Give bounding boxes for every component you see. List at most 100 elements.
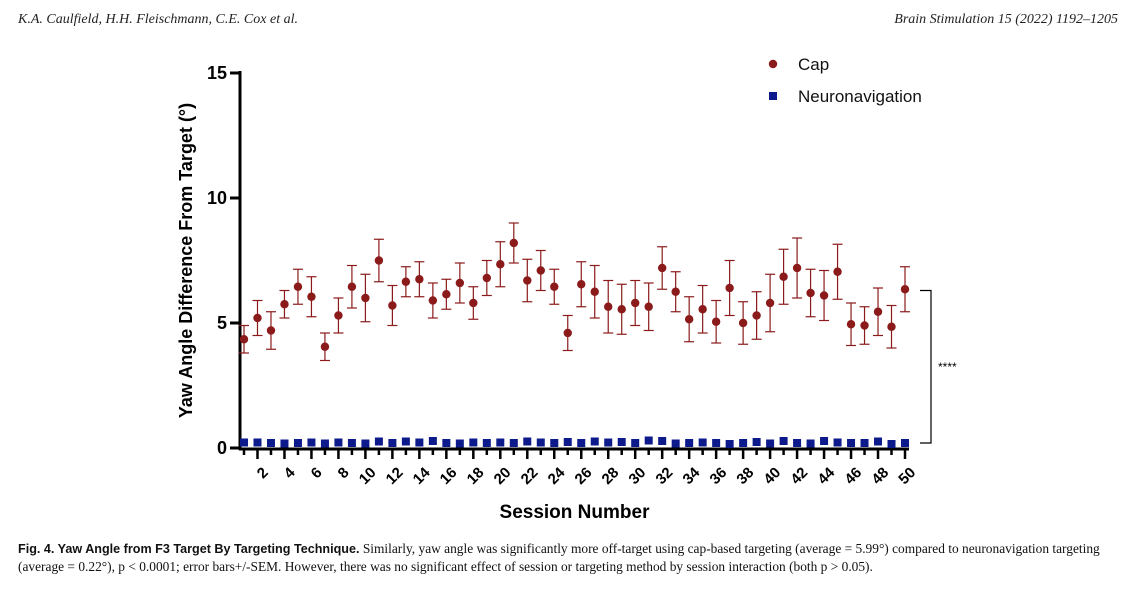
data-point-cap — [563, 328, 572, 338]
data-point-neuronavigation — [496, 438, 505, 447]
data-point-cap — [806, 288, 815, 298]
data-point-neuronavigation — [536, 438, 545, 447]
x-tick-label: 24 — [545, 464, 569, 488]
data-point-cap — [833, 267, 842, 276]
data-point-neuronavigation — [293, 439, 302, 447]
data-point-cap — [334, 311, 343, 320]
x-tick-label: 32 — [653, 464, 677, 488]
data-point-neuronavigation — [266, 439, 275, 447]
x-tick-label: 28 — [599, 464, 623, 488]
data-point-cap — [280, 300, 289, 309]
y-tick-label: 15 — [207, 63, 227, 83]
figure-caption-label: Fig. 4. Yaw Angle from F3 Target By Targ… — [18, 542, 360, 556]
data-point-neuronavigation — [320, 439, 329, 448]
x-tick-label: 8 — [335, 464, 353, 482]
data-point-cap — [320, 342, 330, 351]
data-point-neuronavigation — [793, 439, 802, 447]
data-point-cap — [455, 278, 465, 288]
data-point-neuronavigation — [442, 439, 451, 447]
data-point-cap — [698, 305, 707, 314]
data-point-neuronavigation — [253, 438, 262, 447]
x-tick-label: 2 — [254, 464, 272, 482]
data-point-cap — [469, 298, 478, 308]
data-point-cap — [900, 285, 910, 294]
data-point-cap — [347, 282, 357, 291]
x-tick-label: 18 — [464, 464, 488, 488]
data-point-neuronavigation — [334, 438, 343, 447]
data-point-neuronavigation — [658, 437, 667, 445]
data-point-cap — [307, 292, 316, 301]
data-point-neuronavigation — [240, 438, 248, 447]
data-point-neuronavigation — [482, 439, 491, 447]
y-axis-title: Yaw Angle Difference From Target (°) — [176, 103, 196, 418]
data-point-cap — [590, 287, 599, 296]
data-point-cap — [536, 266, 545, 275]
data-point-cap — [496, 260, 505, 269]
data-point-cap — [482, 273, 492, 283]
data-point-cap — [738, 318, 748, 328]
data-point-neuronavigation — [617, 438, 626, 446]
legend-marker-neuronavigation — [769, 92, 777, 100]
data-point-cap — [631, 298, 640, 308]
data-point-neuronavigation — [455, 439, 464, 448]
significance-label: **** — [938, 360, 957, 374]
data-point-neuronavigation — [361, 439, 370, 448]
data-point-neuronavigation — [766, 439, 775, 448]
legend-marker-cap — [768, 59, 778, 69]
data-point-cap — [253, 313, 262, 323]
x-tick-label: 36 — [707, 464, 731, 488]
data-point-neuronavigation — [820, 437, 829, 445]
data-point-neuronavigation — [685, 439, 694, 447]
x-tick-label: 4 — [281, 464, 299, 482]
data-point-neuronavigation — [725, 440, 734, 448]
legend-label: Neuronavigation — [798, 87, 922, 106]
data-point-cap — [361, 293, 370, 303]
data-point-neuronavigation — [644, 436, 653, 445]
x-tick-label: 40 — [760, 464, 784, 488]
legend-label: Cap — [798, 55, 829, 74]
x-tick-label: 22 — [518, 464, 542, 488]
figure-caption-text: Similarly, yaw angle was significantly m… — [18, 541, 1100, 574]
data-point-cap — [873, 307, 883, 316]
data-point-neuronavigation — [401, 437, 410, 446]
x-tick-label: 6 — [308, 464, 326, 482]
x-tick-label: 20 — [491, 464, 515, 488]
x-tick-label: 50 — [895, 464, 919, 488]
data-point-cap — [684, 315, 694, 324]
data-point-neuronavigation — [307, 438, 316, 447]
data-point-neuronavigation — [671, 439, 680, 448]
x-tick-label: 42 — [787, 464, 811, 488]
data-point-neuronavigation — [631, 439, 640, 447]
running-header-authors: K.A. Caulfield, H.H. Fleischmann, C.E. C… — [18, 12, 298, 27]
data-point-cap — [577, 280, 586, 289]
data-point-neuronavigation — [752, 438, 761, 446]
x-tick-label: 10 — [356, 464, 380, 488]
data-point-neuronavigation — [509, 439, 518, 447]
data-point-neuronavigation — [388, 439, 397, 447]
data-point-neuronavigation — [901, 439, 909, 447]
data-point-cap — [428, 296, 438, 305]
x-tick-label: 16 — [437, 464, 461, 488]
data-point-neuronavigation — [887, 440, 896, 448]
data-point-cap — [860, 321, 869, 330]
data-point-cap — [887, 322, 896, 331]
data-point-cap — [671, 287, 680, 296]
data-point-neuronavigation — [712, 439, 721, 447]
data-point-cap — [374, 256, 384, 265]
data-point-neuronavigation — [779, 437, 788, 445]
significance-bracket — [920, 289, 932, 444]
data-point-cap — [819, 291, 829, 300]
data-point-neuronavigation — [806, 439, 815, 448]
data-point-cap — [846, 320, 856, 329]
data-point-neuronavigation — [833, 438, 842, 447]
data-point-cap — [725, 283, 734, 293]
data-point-neuronavigation — [590, 437, 599, 446]
data-point-cap — [442, 290, 451, 299]
data-point-cap — [765, 298, 775, 308]
data-point-neuronavigation — [563, 438, 572, 446]
data-point-cap — [523, 276, 532, 285]
data-point-cap — [550, 282, 559, 291]
data-point-neuronavigation — [374, 437, 383, 446]
figure-caption: Fig. 4. Yaw Angle from F3 Target By Targ… — [18, 540, 1122, 575]
